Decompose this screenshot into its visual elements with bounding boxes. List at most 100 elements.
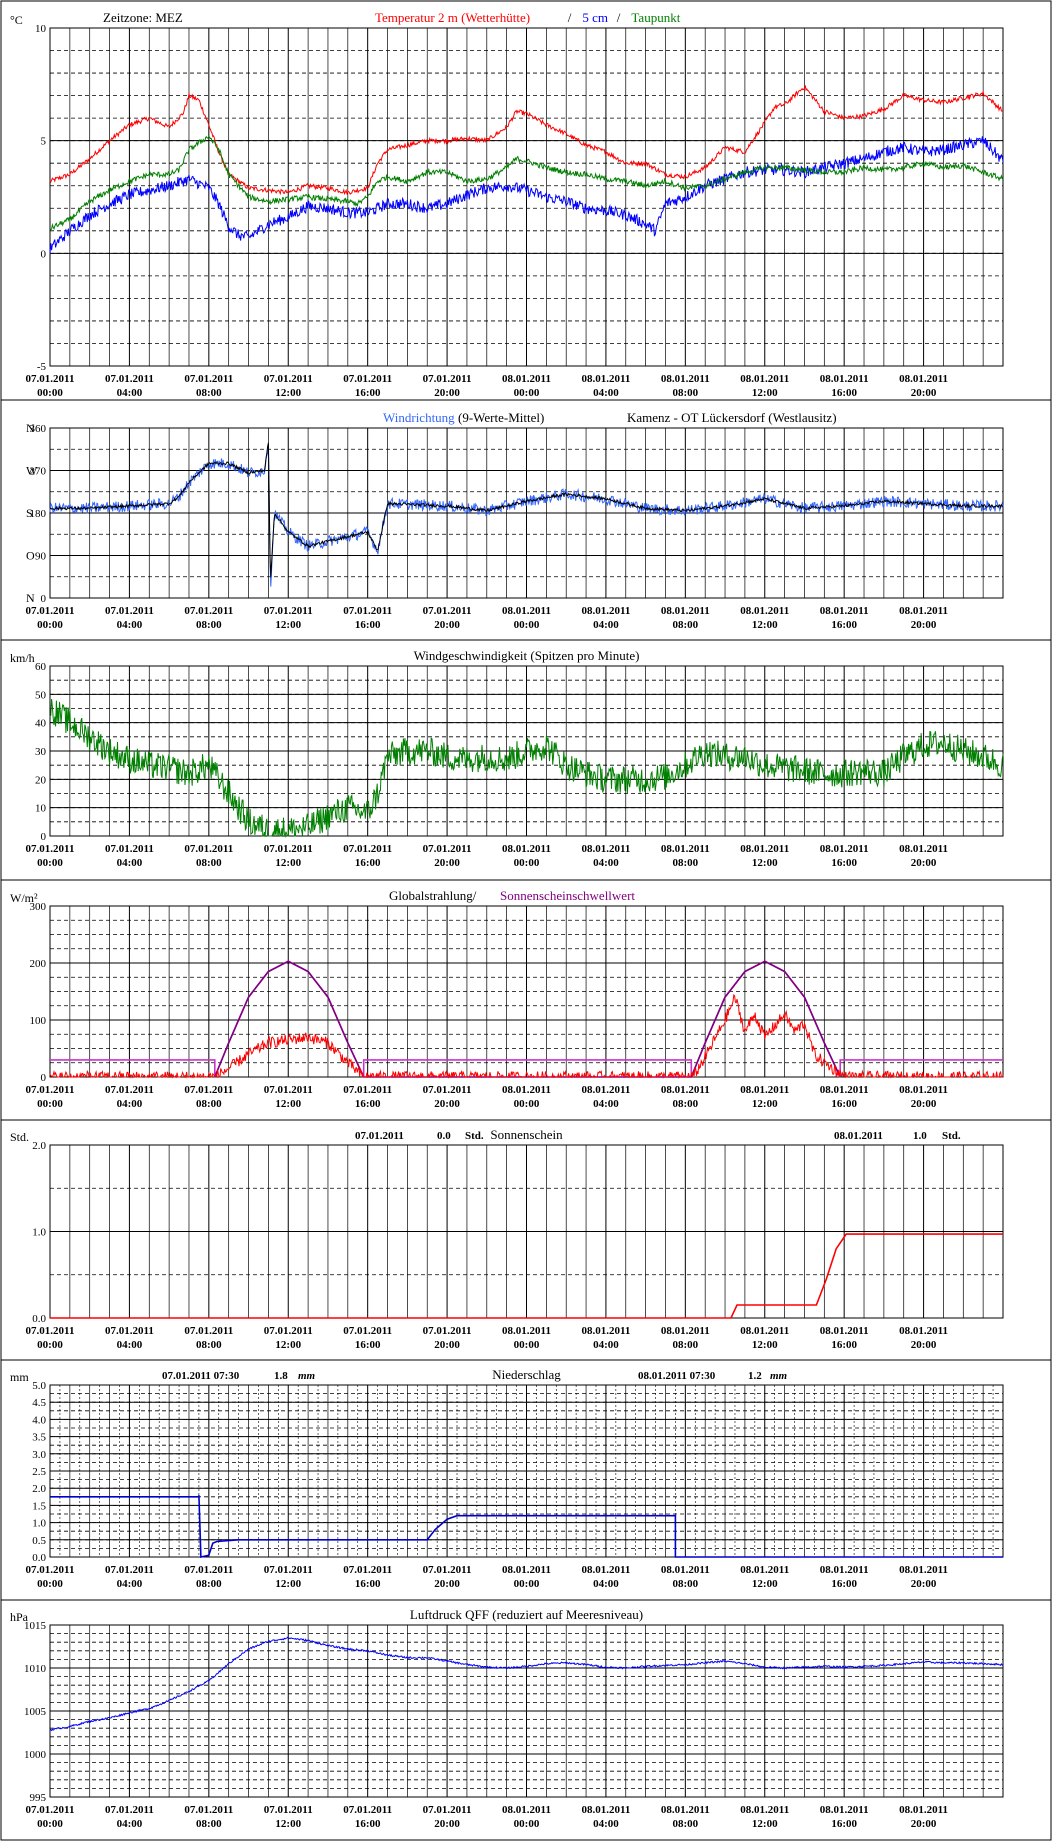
x-tick-time: 04:00 bbox=[117, 619, 143, 631]
x-tick-date: 07.01.2011 bbox=[423, 843, 472, 855]
y-tick-label: 0 bbox=[41, 1072, 47, 1084]
chart-temp: 10 5 0 -5 °C 07.01.2011 00:00 07.01.2011 04:00 07… bbox=[10, 10, 1004, 399]
x-tick-time: 08:00 bbox=[672, 387, 698, 399]
x-tick-date: 08.01.2011 bbox=[740, 1804, 789, 1816]
y-tick-label: 3.5 bbox=[32, 1432, 46, 1444]
x-tick-time: 12:00 bbox=[752, 1098, 778, 1110]
x-tick-time: 00:00 bbox=[514, 619, 540, 631]
x-tick-date: 08.01.2011 bbox=[581, 1325, 630, 1337]
x-tick-date: 08.01.2011 bbox=[899, 843, 948, 855]
x-tick-time: 16:00 bbox=[355, 387, 381, 399]
series-line-green bbox=[49, 135, 1004, 231]
x-tick-time: 04:00 bbox=[593, 857, 619, 869]
series-line-blue bbox=[49, 136, 1004, 254]
y-tick-label: 1015 bbox=[24, 1620, 47, 1632]
x-tick-time: 04:00 bbox=[117, 1578, 143, 1590]
x-tick-time: 00:00 bbox=[514, 1818, 540, 1830]
y-tick-label: 2.0 bbox=[32, 1483, 46, 1495]
x-tick-time: 00:00 bbox=[37, 1578, 63, 1590]
x-tick-time: 08:00 bbox=[196, 857, 222, 869]
x-tick-time: 20:00 bbox=[434, 1098, 460, 1110]
chart-wind-speed: 60 50 40 30 20 10 0 km/h 07.01.2011 00:00 07.01.20… bbox=[10, 648, 1004, 869]
x-tick-time: 04:00 bbox=[593, 1818, 619, 1830]
annotation-value: 1.8 bbox=[274, 1370, 288, 1382]
compass-letter: N bbox=[26, 591, 35, 605]
plot-frame bbox=[49, 1384, 1004, 1558]
x-tick-date: 08.01.2011 bbox=[740, 605, 789, 617]
y-tick-label: 60 bbox=[35, 661, 47, 673]
x-tick-date: 07.01.2011 bbox=[343, 373, 392, 385]
x-tick-time: 16:00 bbox=[831, 619, 857, 631]
x-tick-date: 07.01.2011 bbox=[105, 1325, 154, 1337]
x-tick-date: 08.01.2011 bbox=[502, 1325, 551, 1337]
unit-label: °C bbox=[10, 13, 23, 27]
x-tick-time: 00:00 bbox=[514, 387, 540, 399]
annotation-date: 08.01.2011 07:30 bbox=[638, 1370, 716, 1382]
x-tick-time: 16:00 bbox=[355, 1339, 381, 1351]
title-part: Kamenz - OT Lückersdorf (Westlausitz) bbox=[627, 410, 837, 425]
x-tick-date: 08.01.2011 bbox=[899, 1564, 948, 1576]
y-tick-label: 1.5 bbox=[32, 1500, 46, 1512]
x-tick-date: 08.01.2011 bbox=[820, 1804, 869, 1816]
y-tick-label: 0.0 bbox=[32, 1552, 46, 1564]
x-tick-date: 07.01.2011 bbox=[26, 1325, 75, 1337]
x-tick-time: 12:00 bbox=[752, 619, 778, 631]
x-tick-time: 08:00 bbox=[196, 1818, 222, 1830]
chart-wind-dir: 360N270W180S90O0N07.01.201100:0007.01.20… bbox=[26, 410, 1004, 631]
x-tick-date: 07.01.2011 bbox=[423, 1564, 472, 1576]
title-part: Sonnenscheinschwellwert bbox=[500, 888, 635, 903]
x-tick-time: 12:00 bbox=[275, 1098, 301, 1110]
chart-title: Luftdruck QFF (reduziert auf Meeresnivea… bbox=[410, 1607, 643, 1622]
y-tick-label: 995 bbox=[30, 1792, 47, 1804]
x-tick-time: 04:00 bbox=[117, 1098, 143, 1110]
x-tick-date: 07.01.2011 bbox=[26, 1084, 75, 1096]
chart-radiation: 300 200 100 0 W/m² 07.01.2011 00:00 07.01.2011 0… bbox=[10, 888, 1004, 1110]
x-tick-date: 07.01.2011 bbox=[105, 1564, 154, 1576]
x-tick-date: 08.01.2011 bbox=[899, 1804, 948, 1816]
x-tick-date: 07.01.2011 bbox=[184, 1804, 233, 1816]
x-tick-time: 16:00 bbox=[355, 1818, 381, 1830]
chart-sunshine: 2.0 1.0 0.0 Std. 07.01.2011 00:00 07.01.2011 04… bbox=[10, 1127, 1004, 1351]
x-tick-time: 04:00 bbox=[593, 1578, 619, 1590]
x-tick-date: 07.01.2011 bbox=[184, 373, 233, 385]
x-tick-time: 16:00 bbox=[831, 1818, 857, 1830]
plot-frame bbox=[49, 1624, 1004, 1798]
x-tick-date: 08.01.2011 bbox=[502, 843, 551, 855]
series-line-green bbox=[49, 698, 1004, 838]
y-tick-label: 4.0 bbox=[32, 1414, 46, 1426]
x-tick-date: 07.01.2011 bbox=[423, 1804, 472, 1816]
x-tick-date: 08.01.2011 bbox=[661, 843, 710, 855]
x-tick-time: 20:00 bbox=[911, 1818, 937, 1830]
x-tick-time: 08:00 bbox=[672, 1818, 698, 1830]
y-tick-label: 20 bbox=[35, 774, 47, 786]
x-tick-date: 07.01.2011 bbox=[423, 605, 472, 617]
x-tick-date: 07.01.2011 bbox=[343, 1325, 392, 1337]
x-tick-time: 20:00 bbox=[911, 619, 937, 631]
y-tick-label: 1000 bbox=[24, 1749, 47, 1761]
unit-label: mm bbox=[10, 1370, 29, 1384]
title-part: Temperatur 2 m (Wetterhütte) bbox=[375, 10, 530, 25]
x-tick-time: 08:00 bbox=[196, 619, 222, 631]
x-tick-date: 07.01.2011 bbox=[423, 1084, 472, 1096]
x-tick-time: 00:00 bbox=[37, 1818, 63, 1830]
x-tick-time: 04:00 bbox=[593, 387, 619, 399]
series-line-red bbox=[49, 993, 1004, 1079]
x-tick-date: 08.01.2011 bbox=[502, 605, 551, 617]
x-tick-date: 07.01.2011 bbox=[105, 1084, 154, 1096]
annotation-value: 1.2 bbox=[748, 1370, 762, 1382]
x-tick-time: 12:00 bbox=[275, 1578, 301, 1590]
x-tick-time: 04:00 bbox=[593, 619, 619, 631]
x-tick-time: 20:00 bbox=[434, 1818, 460, 1830]
x-tick-time: 16:00 bbox=[831, 857, 857, 869]
series-line-black bbox=[49, 442, 1004, 578]
x-tick-date: 08.01.2011 bbox=[740, 1564, 789, 1576]
x-tick-time: 12:00 bbox=[752, 857, 778, 869]
x-tick-date: 08.01.2011 bbox=[661, 1325, 710, 1337]
y-tick-label: 0 bbox=[41, 248, 47, 260]
x-tick-date: 08.01.2011 bbox=[581, 605, 630, 617]
x-tick-date: 08.01.2011 bbox=[740, 1325, 789, 1337]
x-tick-date: 08.01.2011 bbox=[581, 373, 630, 385]
y-tick-label: 0.5 bbox=[32, 1535, 46, 1547]
x-tick-date: 08.01.2011 bbox=[502, 1564, 551, 1576]
y-tick-label: 2.0 bbox=[32, 1140, 46, 1152]
